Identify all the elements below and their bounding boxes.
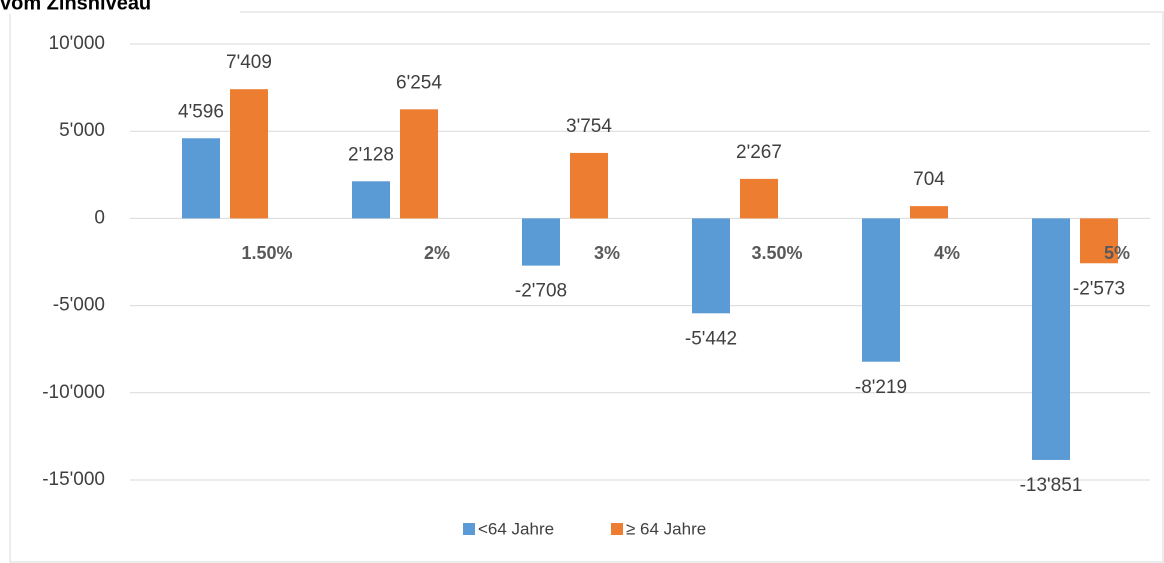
value-label: -5'442 (685, 328, 737, 349)
bar (182, 138, 220, 219)
bar (862, 218, 900, 362)
bar (740, 178, 778, 219)
value-label: -2'573 (1073, 278, 1125, 299)
bar (522, 218, 560, 266)
y-tick-label: -15'000 (42, 469, 105, 490)
y-tick-label: 10'000 (49, 33, 105, 54)
bar (910, 206, 948, 219)
value-label: 7'409 (226, 52, 272, 73)
value-label: 2'128 (348, 144, 394, 165)
value-label: 2'267 (736, 142, 782, 163)
title-bg (0, 0, 240, 14)
bar (692, 218, 730, 314)
legend-swatch (463, 523, 475, 535)
bar (352, 181, 390, 219)
x-tick-label: 3.50% (751, 243, 802, 263)
y-tick-label: -5'000 (53, 295, 105, 316)
x-tick-label: 3% (594, 243, 620, 263)
legend-swatch (611, 523, 623, 535)
y-tick-label: 0 (94, 207, 105, 228)
bar (230, 89, 268, 219)
legend-label: ≥ 64 Jahre (626, 519, 706, 538)
chart-border (9, 11, 1164, 563)
x-tick-label: 2% (424, 243, 450, 263)
value-label: -2'708 (515, 281, 567, 302)
x-tick-label: 1.50% (241, 243, 292, 263)
legend-label: <64 Jahre (478, 519, 554, 538)
bar (1032, 218, 1070, 460)
bar (400, 109, 438, 219)
value-label: 704 (913, 169, 945, 190)
bar (570, 152, 608, 219)
value-label: 4'596 (178, 101, 224, 122)
bar (1080, 218, 1118, 264)
value-label: 3'754 (566, 116, 612, 137)
value-label: 6'254 (396, 72, 442, 93)
y-tick-label: -10'000 (42, 382, 105, 403)
x-tick-label: 5% (1104, 243, 1130, 263)
chart-title: vom Zinsniveau (0, 0, 151, 14)
value-label: -8'219 (855, 377, 907, 398)
x-tick-label: 4% (934, 243, 960, 263)
value-label: -13'851 (1020, 475, 1083, 496)
y-tick-label: 5'000 (59, 120, 105, 141)
